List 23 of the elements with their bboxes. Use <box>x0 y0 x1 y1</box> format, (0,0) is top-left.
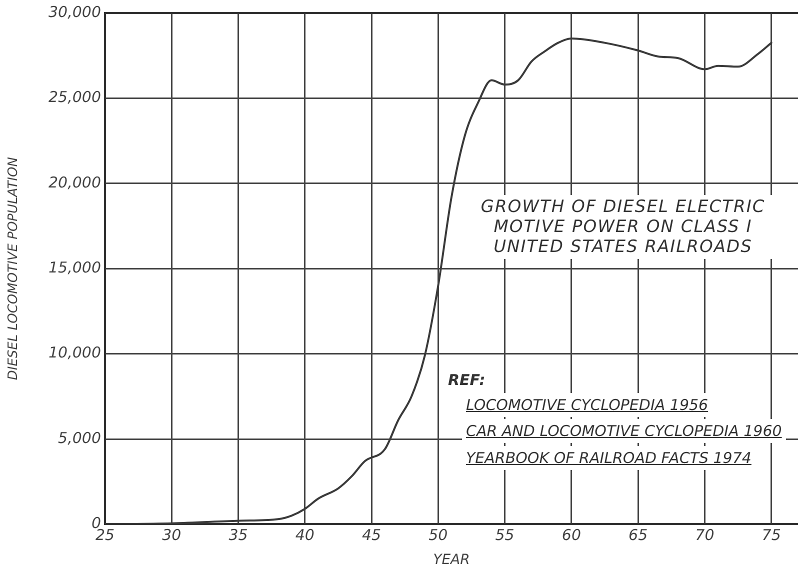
y-tick-label: 30,000 <box>48 2 101 21</box>
x-tick-label: 40 <box>295 526 314 544</box>
annotation: REF: <box>444 368 490 392</box>
y-tick-label: 20,000 <box>48 173 101 192</box>
y-axis-title: DIESEL LOCOMOTIVE POPULATION <box>6 156 22 380</box>
x-tick-label: 70 <box>695 526 714 544</box>
x-tick-label: 50 <box>428 526 448 544</box>
x-tick-label: 35 <box>228 526 248 544</box>
x-tick-label: 75 <box>762 526 781 544</box>
y-tick-label: 10,000 <box>48 344 101 362</box>
y-tick-label: 15,000 <box>48 258 101 276</box>
annotation: YEARBOOK OF RAILROAD FACTS 1974 <box>462 446 756 470</box>
x-tick-label: 65 <box>628 526 648 544</box>
text: GROWTH OF DIESEL ELECTRIC MOTIVE POWER ON CLASS I UNITED STATES RAILROADS <box>458 195 788 259</box>
y-tick-label: 5,000 <box>58 428 101 447</box>
x-tick-label: 60 <box>562 526 581 544</box>
annotation: LOCOMOTIVE CYCLOPEDIA 1956 <box>462 393 712 417</box>
x-tick-label: 55 <box>495 526 514 544</box>
y-tick-label: 25,000 <box>48 88 101 106</box>
annotation: CAR AND LOCOMOTIVE CYCLOPEDIA 1960 <box>462 419 786 443</box>
x-tick-label: 30 <box>162 526 182 544</box>
x-tick-label: 45 <box>362 526 382 544</box>
x-axis-title: YEAR <box>433 552 470 568</box>
